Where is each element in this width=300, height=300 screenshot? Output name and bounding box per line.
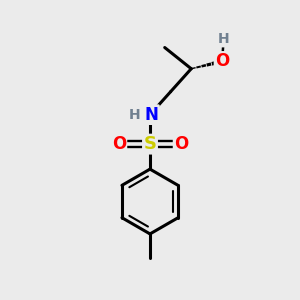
Text: S: S [143, 135, 157, 153]
Text: O: O [112, 135, 126, 153]
Text: O: O [215, 52, 229, 70]
Text: H: H [218, 32, 230, 46]
Text: O: O [174, 135, 188, 153]
Text: N: N [145, 106, 158, 124]
Text: H: H [129, 108, 140, 122]
